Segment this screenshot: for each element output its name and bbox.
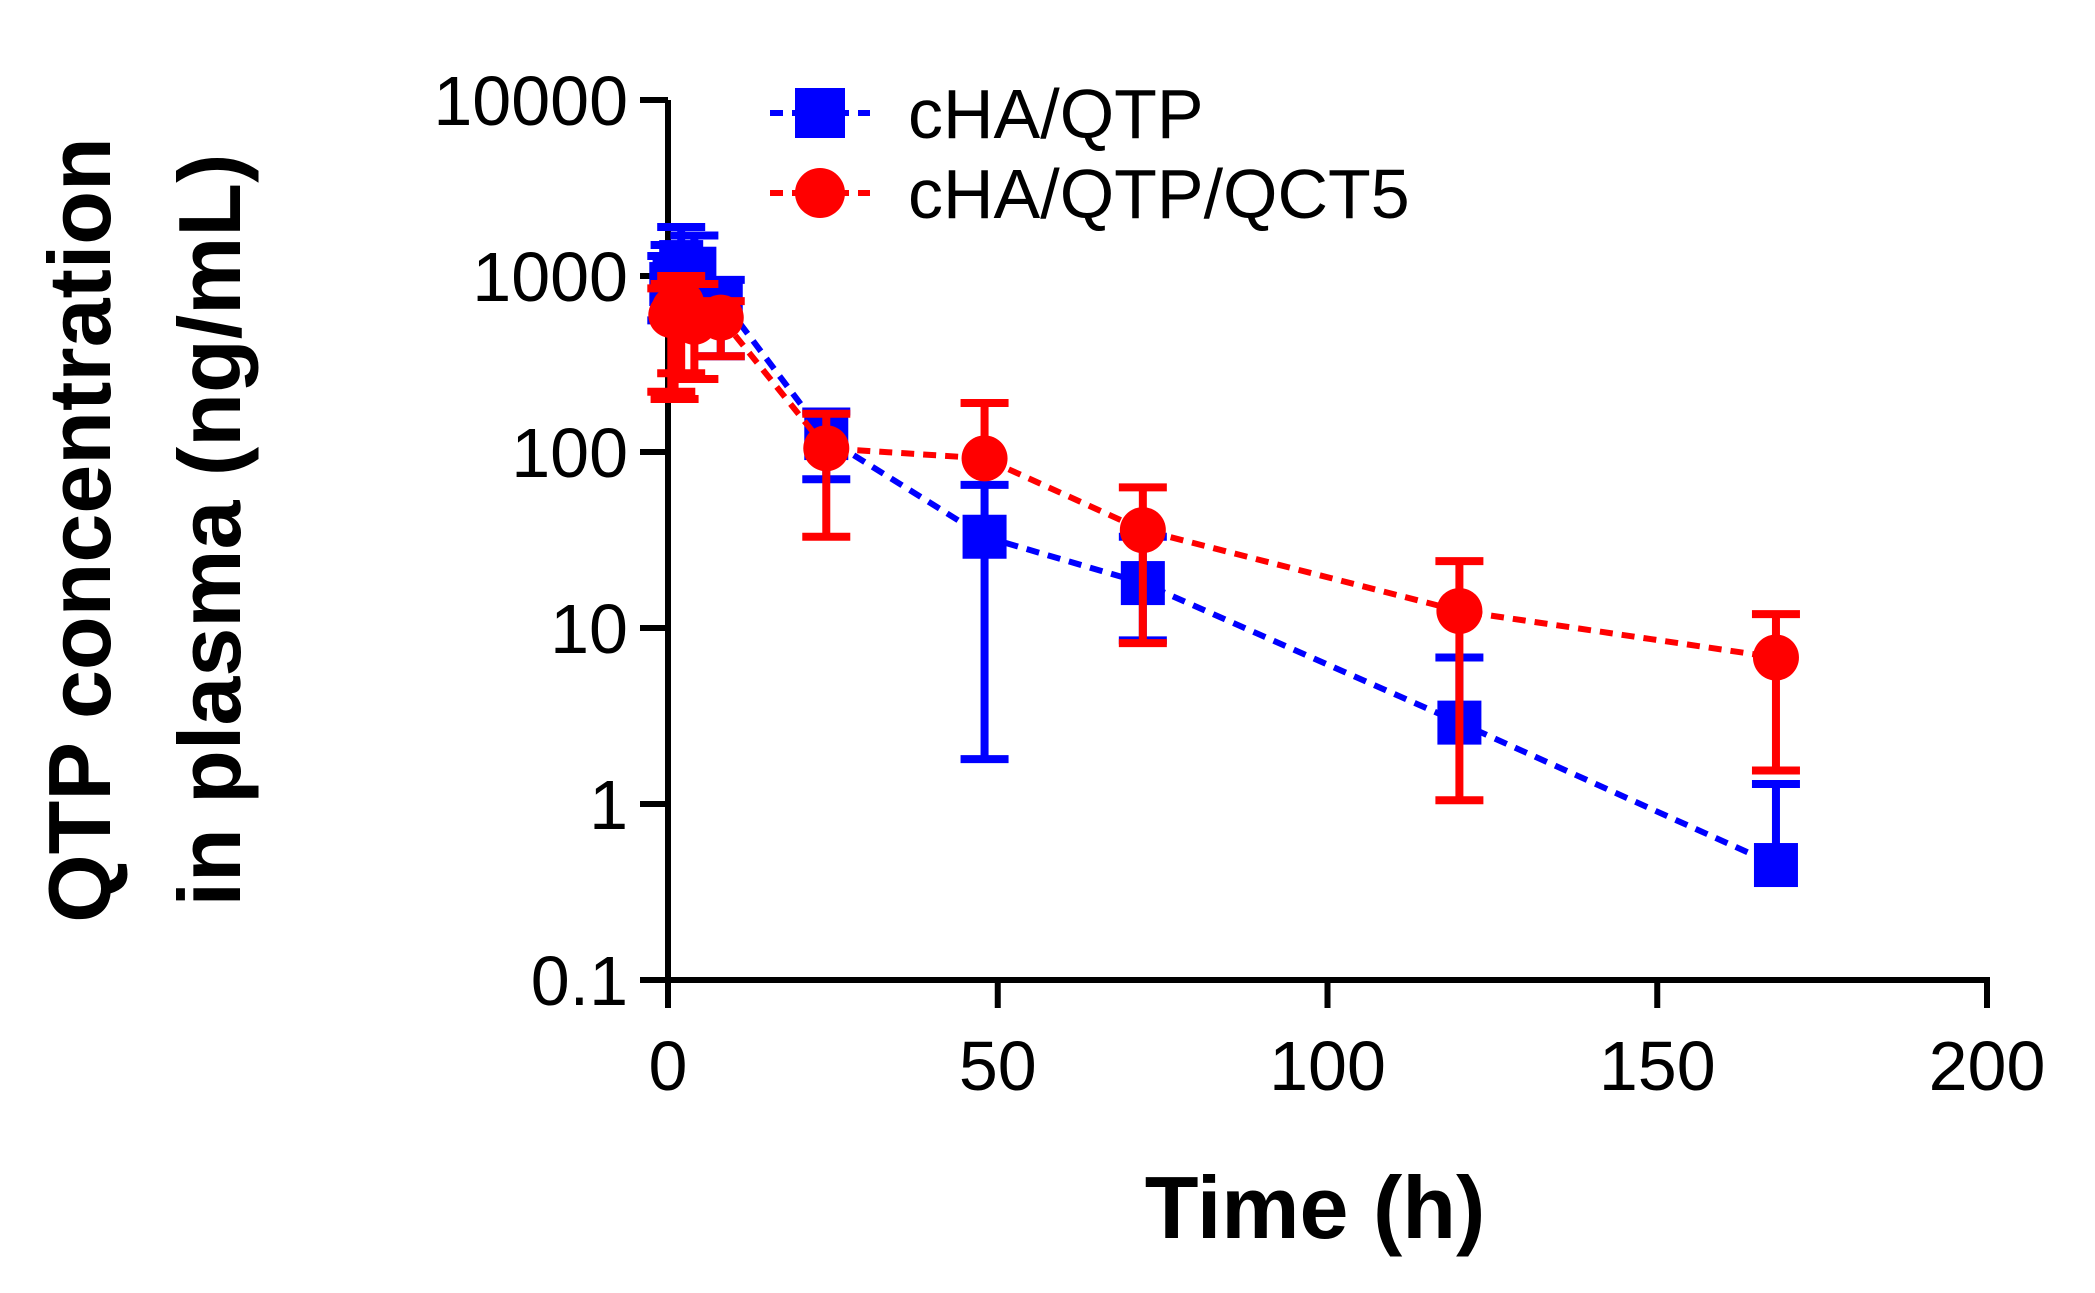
legend-item-cha-qtp: cHA/QTP	[770, 75, 1204, 153]
x-axis-title: Time (h)	[1145, 1158, 1486, 1257]
y-axis-title-line-1: QTP concentration	[30, 137, 129, 923]
y-tick-label: 10	[550, 590, 628, 668]
data-point-circle	[1752, 634, 1799, 681]
data-point-circle	[1119, 507, 1166, 554]
series-cha-qtp	[647, 222, 1800, 888]
series-cha-qtp-qct5	[647, 272, 1800, 805]
y-axis-title-line-2: in plasma (ng/mL)	[160, 154, 259, 907]
y-tick-label: 100	[511, 414, 628, 492]
y-axis-ticks: 0.1 1 10 100 1000 10000	[433, 62, 668, 1020]
x-tick-label: 0	[649, 1027, 688, 1105]
legend: cHA/QTP cHA/QTP/QCT5	[770, 75, 1410, 233]
data-point-circle	[1436, 587, 1483, 634]
x-tick-label: 50	[959, 1027, 1037, 1105]
x-axis-ticks: 0 50 100 150 200	[649, 980, 2046, 1105]
y-tick-label: 10000	[433, 62, 628, 140]
data-point-circle	[803, 425, 850, 472]
series-layer	[647, 222, 1800, 888]
data-point-square	[1753, 843, 1798, 888]
x-tick-label: 200	[1929, 1027, 2046, 1105]
series-line-cha-qtp	[668, 258, 1778, 868]
x-tick-label: 150	[1599, 1027, 1716, 1105]
legend-label-cha-qtp: cHA/QTP	[908, 75, 1204, 153]
y-tick-label: 1	[589, 766, 628, 844]
legend-marker-circle	[795, 168, 845, 218]
data-point-circle	[961, 435, 1008, 482]
legend-item-cha-qtp-qct5: cHA/QTP/QCT5	[770, 155, 1410, 233]
data-point-square	[962, 514, 1007, 559]
data-point-circle	[697, 294, 744, 341]
y-tick-label: 1000	[472, 238, 628, 316]
legend-marker-square	[795, 88, 845, 138]
x-tick-label: 100	[1269, 1027, 1386, 1105]
legend-label-cha-qtp-qct5: cHA/QTP/QCT5	[908, 155, 1410, 233]
y-tick-label: 0.1	[531, 942, 628, 1020]
